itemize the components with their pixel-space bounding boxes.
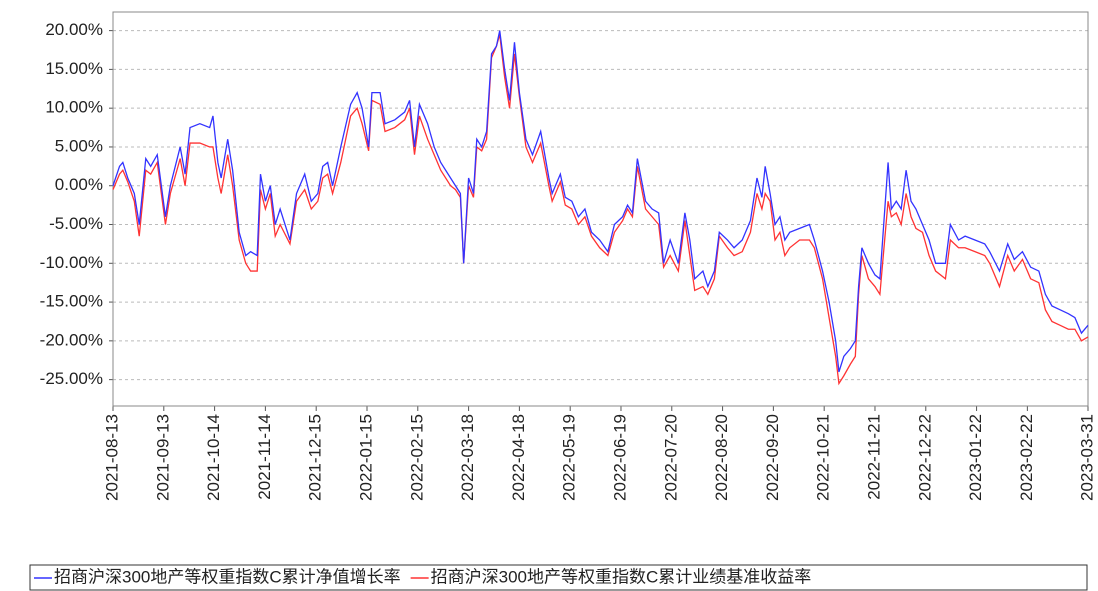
x-tick-label: 2021-10-14 xyxy=(204,414,223,501)
x-tick-label: 2022-09-20 xyxy=(763,414,782,501)
x-tick-label: 2021-11-14 xyxy=(255,414,274,500)
y-tick-label: 10.00% xyxy=(45,98,103,117)
legend-box xyxy=(29,564,1088,591)
series-line xyxy=(112,34,1089,386)
x-tick-label: 2023-02-22 xyxy=(1017,414,1036,501)
x-tick-label: 2022-04-18 xyxy=(509,414,528,501)
y-tick-label: 15.00% xyxy=(45,59,103,78)
x-tick-label: 2022-12-22 xyxy=(915,414,934,501)
x-tick-label: 2022-03-18 xyxy=(458,414,477,501)
y-tick-label: -10.00% xyxy=(40,253,103,272)
x-tick-label: 2021-12-15 xyxy=(306,414,325,501)
y-tick-label: 20.00% xyxy=(45,20,103,39)
x-tick-label: 2022-02-15 xyxy=(407,414,426,501)
x-tick-label: 2023-01-22 xyxy=(966,414,985,501)
x-tick-label: 2022-11-21 xyxy=(864,414,883,500)
x-tick-label: 2022-07-20 xyxy=(661,414,680,501)
x-tick-label: 2022-08-20 xyxy=(712,414,731,501)
y-tick-label: 0.00% xyxy=(55,175,103,194)
plot-frame xyxy=(112,11,1089,407)
x-tick-label: 2022-05-19 xyxy=(560,414,579,501)
x-tick-label: 2022-01-15 xyxy=(356,414,375,501)
x-tick-label: 2021-09-13 xyxy=(153,414,172,501)
x-tick-label: 2021-08-13 xyxy=(102,414,121,501)
y-tick-label: 5.00% xyxy=(55,136,103,155)
x-tick-label: 2022-10-21 xyxy=(814,414,833,501)
y-tick-label: -20.00% xyxy=(40,330,103,349)
x-tick-label: 2022-06-19 xyxy=(610,414,629,501)
x-tick-label: 2023-03-31 xyxy=(1077,414,1096,501)
legend-label: 招商沪深300地产等权重指数C累计净值增长率 xyxy=(54,567,401,586)
y-tick-label: -5.00% xyxy=(49,214,103,233)
series-line xyxy=(112,30,1089,373)
y-tick-label: -15.00% xyxy=(40,292,103,311)
legend-label: 招商沪深300地产等权重指数C累计业绩基准收益率 xyxy=(431,567,812,586)
y-tick-label: -25.00% xyxy=(40,369,103,388)
